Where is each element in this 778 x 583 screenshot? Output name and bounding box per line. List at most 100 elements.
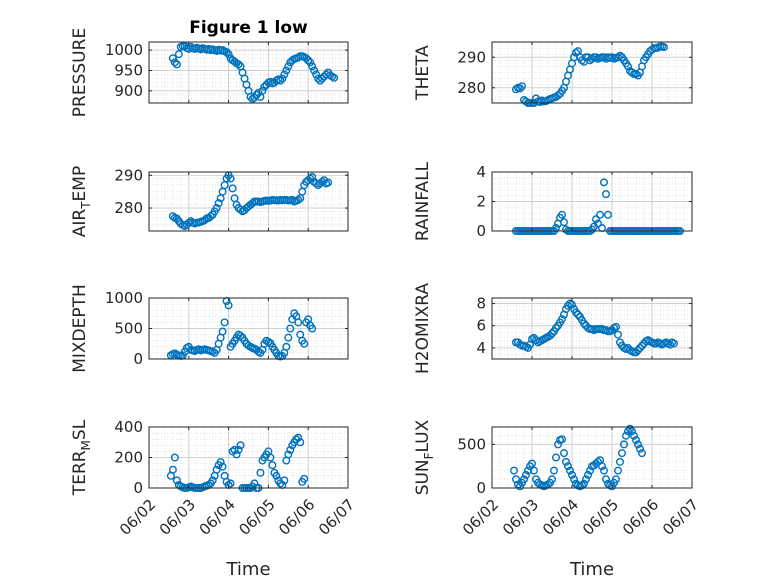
h2omixra-point <box>636 343 645 352</box>
sunflux-xtick-label: 06/03 <box>499 496 542 539</box>
pressure-point <box>234 60 243 69</box>
rainfall-point <box>592 215 601 224</box>
terr-point <box>286 445 295 454</box>
terr-point <box>168 465 177 474</box>
terr-point <box>170 453 179 462</box>
sunflux-xtick-label: 06/05 <box>579 496 622 539</box>
rainfall-ytick-label: 0 <box>476 222 486 240</box>
h2omixra-point <box>546 331 555 340</box>
pressure-point <box>308 62 317 71</box>
sunflux-point <box>618 449 627 458</box>
sunflux-point <box>552 453 561 462</box>
sunflux-point <box>510 466 519 475</box>
pressure-point <box>172 60 181 69</box>
mixdepth-point <box>236 331 245 340</box>
pressure-point <box>312 70 321 79</box>
pressure-point <box>330 73 339 82</box>
pressure-point <box>304 56 313 65</box>
rainfall-point <box>594 219 603 228</box>
rainfall-axes: 0 2 4 RAINFALL <box>413 161 693 241</box>
terr-xtick-label: 06/07 <box>315 496 358 539</box>
mixdepth-point <box>220 318 229 327</box>
terr-xtick-label: 06/06 <box>275 496 318 539</box>
sunflux-point <box>586 466 595 475</box>
terr-point <box>208 476 217 485</box>
terr-point <box>294 433 303 442</box>
airtemp-point <box>212 204 221 213</box>
sunflux-ytick-label: 500 <box>457 435 486 453</box>
mixdepth-point <box>286 324 295 333</box>
terr-point <box>266 453 275 462</box>
mixdepth-point <box>294 318 303 327</box>
h2omixra-point <box>572 308 581 317</box>
h2omixra-ytick-label: 6 <box>476 317 486 335</box>
airtemp-point <box>228 184 237 193</box>
terr-ytick-label: 0 <box>133 479 143 497</box>
terr-point <box>216 458 225 467</box>
h2omixra-ytick-label: 8 <box>476 295 486 313</box>
figure-title: Figure 1 low <box>189 18 308 38</box>
terr-point <box>230 445 239 454</box>
terr-point <box>250 479 259 488</box>
sunflux-point <box>636 444 645 453</box>
rainfall-point <box>600 178 609 187</box>
mixdepth-point <box>218 327 227 336</box>
theta-point <box>660 43 669 52</box>
pressure-point <box>222 48 231 57</box>
terr-point <box>172 476 181 485</box>
sunflux-point <box>600 466 609 475</box>
sunflux-point <box>520 475 529 484</box>
pressure-ylabel: PRESSURE <box>70 28 90 117</box>
h2omixra-point <box>632 348 641 357</box>
pressure-point <box>276 76 285 85</box>
mixdepth-ytick-label: 1000 <box>105 289 143 307</box>
h2omixra-ylabel: H2OMIXRA <box>413 283 433 374</box>
terr-point <box>236 441 245 450</box>
terr-point <box>256 468 265 477</box>
terr-point <box>226 479 235 488</box>
pressure-point <box>254 88 263 97</box>
h2omixra-point <box>638 341 647 350</box>
sunflux-point <box>620 440 629 449</box>
airtemp-point <box>308 172 317 181</box>
h2omixra-point <box>530 333 539 342</box>
sunflux-point <box>594 457 603 466</box>
h2omixra-point <box>580 319 589 328</box>
sunflux-point <box>570 475 579 484</box>
terr-xtick-label: 06/04 <box>196 496 239 539</box>
airtemp-point <box>294 195 303 204</box>
theta-point <box>632 70 641 79</box>
h2omixra-point <box>612 322 621 331</box>
terr-point <box>218 462 227 471</box>
airtemp-ytick-label: 280 <box>114 199 143 217</box>
pressure-ytick-label: 950 <box>114 61 143 79</box>
terr-ytick-label: 400 <box>114 418 143 436</box>
pressure-point <box>282 66 291 75</box>
airtemp-ylabel: AIRTEMP <box>70 166 93 237</box>
mixdepth-ytick-label: 500 <box>114 320 143 338</box>
sunflux-point <box>632 436 641 445</box>
sunflux-axes-box <box>491 426 693 489</box>
sunflux-xtick-label: 06/04 <box>539 496 582 539</box>
theta-point <box>572 48 581 57</box>
terr-point <box>268 461 277 470</box>
theta-point <box>516 84 525 93</box>
pressure-point <box>302 54 311 63</box>
sunflux-point <box>628 427 637 436</box>
terr-point <box>300 474 309 483</box>
h2omixra-point <box>666 340 675 349</box>
airtemp-axes: 280 290 AIRTEMP <box>70 166 349 237</box>
pressure-point <box>252 90 261 99</box>
pressure-axes-box <box>148 41 349 104</box>
theta-point <box>614 53 623 62</box>
pressure-point <box>310 66 319 75</box>
sunflux-point <box>616 457 625 466</box>
terr-point <box>280 476 289 485</box>
airtemp-point <box>200 216 209 225</box>
rainfall-point <box>602 190 611 199</box>
sunflux-point <box>634 440 643 449</box>
theta-point <box>624 62 633 71</box>
pressure-point <box>278 74 287 83</box>
airtemp-point <box>324 178 333 187</box>
